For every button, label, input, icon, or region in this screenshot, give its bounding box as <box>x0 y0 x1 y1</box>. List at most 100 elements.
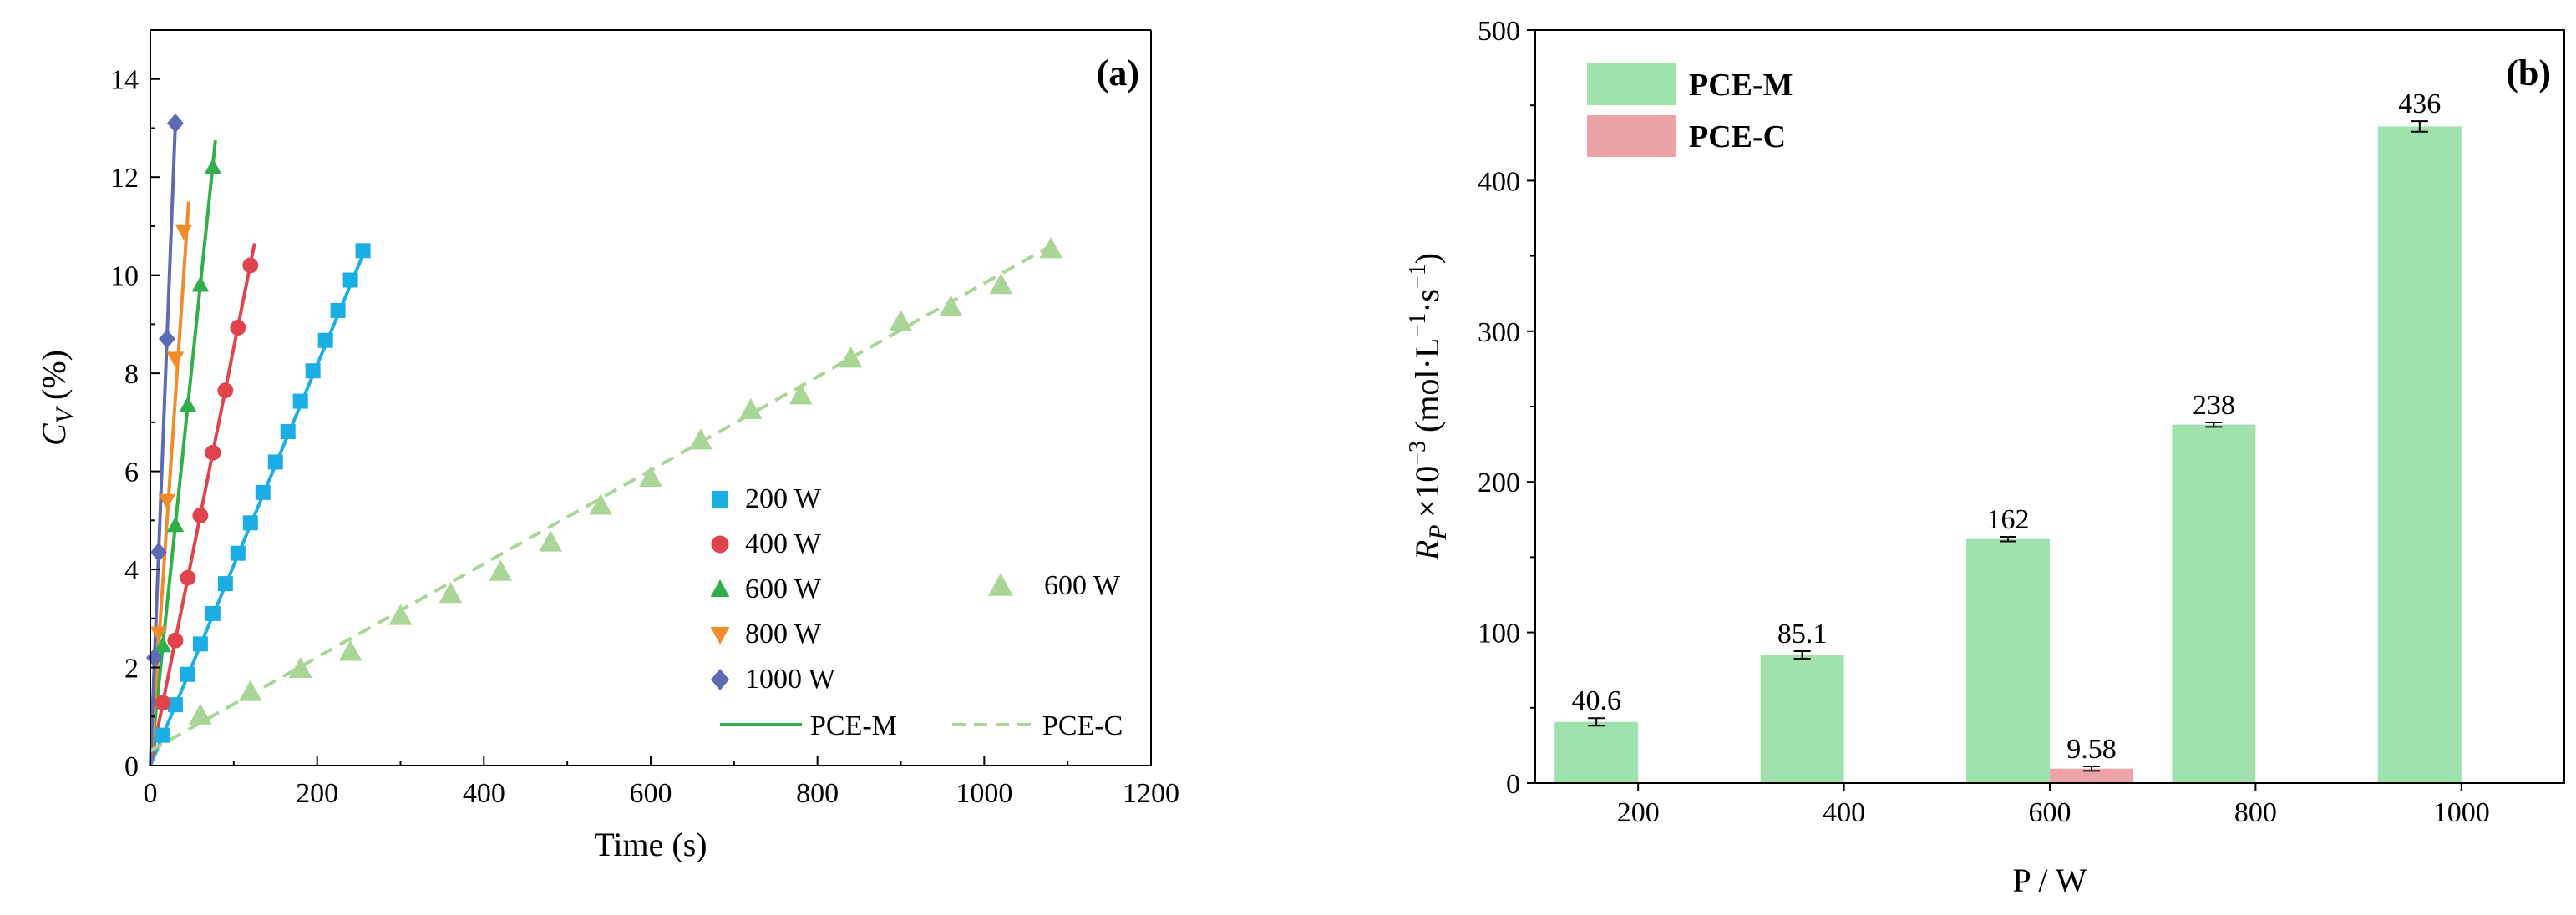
panel-label-b: (b) <box>2506 53 2551 94</box>
legend-label: 600 W <box>745 574 822 604</box>
x-tick-label: 0 <box>144 778 158 809</box>
fit-line-4 <box>149 201 190 766</box>
data-label-pce-m: 162 <box>1987 504 2030 535</box>
series-1-point <box>342 272 358 288</box>
series-6-point <box>288 656 312 679</box>
series-4-point <box>158 493 176 510</box>
y-axis-label: RP×10−3(mol·L−1·s−1) <box>1405 253 1452 561</box>
x-axis-label: P / W <box>2013 862 2087 899</box>
legend-label-pce-m: PCE-M <box>810 710 897 741</box>
data-label-pce-c: 9.58 <box>2066 734 2117 765</box>
x-tick-label: 400 <box>1823 797 1865 828</box>
legend-marker <box>988 573 1013 596</box>
series-1-point <box>305 363 321 379</box>
series-6-point <box>539 530 562 552</box>
y-tick-label: 200 <box>1478 468 1520 498</box>
series-6-point <box>689 428 712 450</box>
series-6-point <box>589 493 612 515</box>
series-1-point <box>355 243 371 259</box>
y-tick-label: 12 <box>110 163 139 194</box>
legend-label: 200 W <box>745 483 822 514</box>
y-tick-label: 0 <box>1506 769 1520 800</box>
x-tick-label: 400 <box>463 778 505 809</box>
series-3-point <box>191 276 210 292</box>
series-6-point <box>388 604 413 625</box>
y-tick-label: 14 <box>110 65 139 96</box>
series-3-point <box>179 396 197 412</box>
panel-label-a: (a) <box>1097 53 1139 94</box>
legend-marker <box>711 535 729 554</box>
data-label-pce-m: 238 <box>2193 390 2235 421</box>
x-tick-label: 200 <box>1617 797 1660 828</box>
bar-pce-m <box>1966 538 2050 783</box>
series-2-point <box>167 632 184 649</box>
bar-pce-m <box>2377 126 2462 783</box>
series-1-point <box>192 636 208 652</box>
series-3-point <box>204 158 222 174</box>
y-tick-label: 300 <box>1478 317 1520 348</box>
legend-marker <box>712 491 728 508</box>
series-5-point <box>146 648 163 668</box>
series-6-point <box>239 680 262 701</box>
series-5-point <box>159 329 175 349</box>
y-tick-label: 10 <box>110 261 139 292</box>
series-6-point <box>639 465 662 488</box>
series-6-point <box>789 383 813 405</box>
series-2-point <box>192 508 209 523</box>
series-1-point <box>317 332 333 348</box>
legend-marker <box>710 579 730 597</box>
series-2-point <box>242 257 259 274</box>
y-tick-label: 500 <box>1478 16 1520 47</box>
series-6-point <box>189 703 212 725</box>
legend-swatch <box>1587 115 1676 157</box>
panel-a: 0 200 400 600 800 1000 1200 0 2 4 6 8 10 12 14 Time (s)… <box>35 29 1179 863</box>
series-6-point <box>439 582 463 604</box>
series-1-point <box>280 424 296 440</box>
series-1-point <box>217 576 233 592</box>
x-tick-label: 1000 <box>956 778 1012 809</box>
series-2-point <box>217 382 234 399</box>
series-1-point <box>242 515 258 531</box>
series-1-point <box>267 454 283 470</box>
legend-label-pce-c: PCE-C <box>1042 710 1123 741</box>
series-1-point <box>180 666 195 682</box>
x-tick-label: 800 <box>796 778 839 809</box>
y-tick-label: 8 <box>124 359 139 390</box>
legend-label: 1000 W <box>745 664 836 695</box>
x-tick-label: 200 <box>296 778 338 809</box>
fit-line-1 <box>149 244 369 766</box>
panel-b: 40.6 200 85.1 400 162 9.58 600 238 800 436 1000 0 10… <box>1405 16 2565 899</box>
legend-label: 800 W <box>745 619 822 650</box>
y-tick-label: 0 <box>124 751 139 782</box>
bar-pce-m <box>2172 424 2256 783</box>
fit-line-3 <box>149 139 217 766</box>
series-2-point <box>180 569 196 586</box>
bar-pce-m <box>1760 655 1844 783</box>
series-1-point <box>167 697 183 713</box>
series-1-point <box>230 545 246 561</box>
series-6-point <box>939 295 963 316</box>
series-6-point <box>489 559 513 581</box>
series-2-point <box>205 444 221 461</box>
series-6-point <box>338 639 363 661</box>
series-1-point <box>205 605 221 621</box>
series-1-point <box>292 393 308 409</box>
series-1-point <box>255 484 271 500</box>
series-3-point <box>166 516 185 533</box>
y-tick-label: 6 <box>124 458 139 488</box>
x-axis-label: Time (s) <box>594 826 707 863</box>
legend-label: PCE-C <box>1689 119 1786 154</box>
x-tick-label: 800 <box>2234 797 2277 828</box>
x-tick-label: 600 <box>630 778 672 809</box>
x-tick-label: 600 <box>2029 797 2071 828</box>
series-6-point <box>1039 237 1062 259</box>
legend-label: 600 W <box>1044 570 1121 601</box>
x-tick-label: 1200 <box>1123 778 1179 809</box>
y-tick-label: 400 <box>1478 166 1520 197</box>
series-5-point <box>167 113 184 134</box>
series-4-point <box>150 626 168 643</box>
bar-pce-c <box>2050 768 2133 783</box>
series-6-point <box>739 397 763 419</box>
series-6-point <box>989 273 1013 295</box>
y-tick-label: 2 <box>124 654 139 685</box>
